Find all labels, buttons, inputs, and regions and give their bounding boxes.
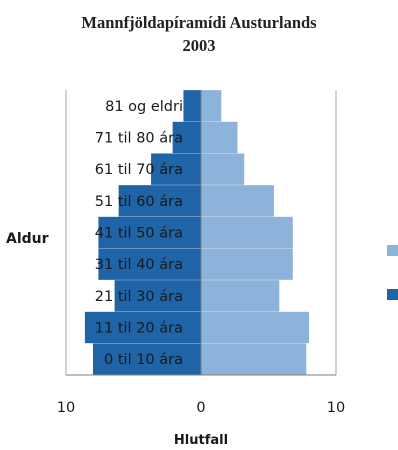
category-label-2: 21 til 30 ára xyxy=(95,289,183,305)
chart-title-line-1: Mannfjöldapíramídi Austurlands xyxy=(81,13,317,32)
category-label-8: 81 og eldri xyxy=(105,99,183,115)
bar-left-6 xyxy=(151,153,201,185)
category-label-4: 41 til 50 ára xyxy=(95,226,183,242)
category-label-1: 11 til 20 ára xyxy=(95,321,183,337)
category-label-5: 51 til 60 ára xyxy=(95,194,183,210)
legend-swatch-left xyxy=(387,289,398,300)
bar-left-5 xyxy=(118,185,201,217)
bars xyxy=(84,90,309,375)
category-label-7: 71 til 80 ára xyxy=(95,131,183,147)
bar-left-3 xyxy=(98,248,201,280)
bar-right-7 xyxy=(201,121,238,154)
bar-left-0 xyxy=(93,343,201,375)
bar-left-2 xyxy=(114,280,201,312)
category-labels: 0 til 10 ára 11 til 20 ára 21 til 30 ára 31… xyxy=(95,99,183,368)
bar-right-4 xyxy=(201,216,293,249)
x-tick-label-0: 10 xyxy=(57,400,75,416)
x-tick-label-1: 0 xyxy=(196,400,205,416)
bar-right-5 xyxy=(201,185,274,217)
chart-title-line-2: 2003 xyxy=(182,36,216,55)
bar-right-0 xyxy=(201,343,307,375)
bar-left-1 xyxy=(84,311,201,344)
x-tick-label-2: 10 xyxy=(327,400,345,416)
bar-right-6 xyxy=(201,153,245,185)
category-label-3: 31 til 40 ára xyxy=(95,257,183,273)
bar-right-2 xyxy=(201,280,280,312)
x-axis-title: Hlutfall xyxy=(174,433,228,448)
bar-right-1 xyxy=(201,311,309,344)
legend xyxy=(387,245,398,300)
x-tick-labels: 10 0 10 xyxy=(57,400,345,416)
y-axis-title: Aldur xyxy=(6,231,49,247)
bar-left-4 xyxy=(98,216,201,249)
bar-right-3 xyxy=(201,248,293,280)
bar-left-8 xyxy=(183,90,201,122)
legend-swatch-right xyxy=(387,245,398,256)
category-label-0: 0 til 10 ára xyxy=(104,352,183,368)
category-label-6: 61 til 70 ára xyxy=(95,162,183,178)
bar-right-8 xyxy=(201,90,222,122)
bar-left-7 xyxy=(172,121,201,154)
